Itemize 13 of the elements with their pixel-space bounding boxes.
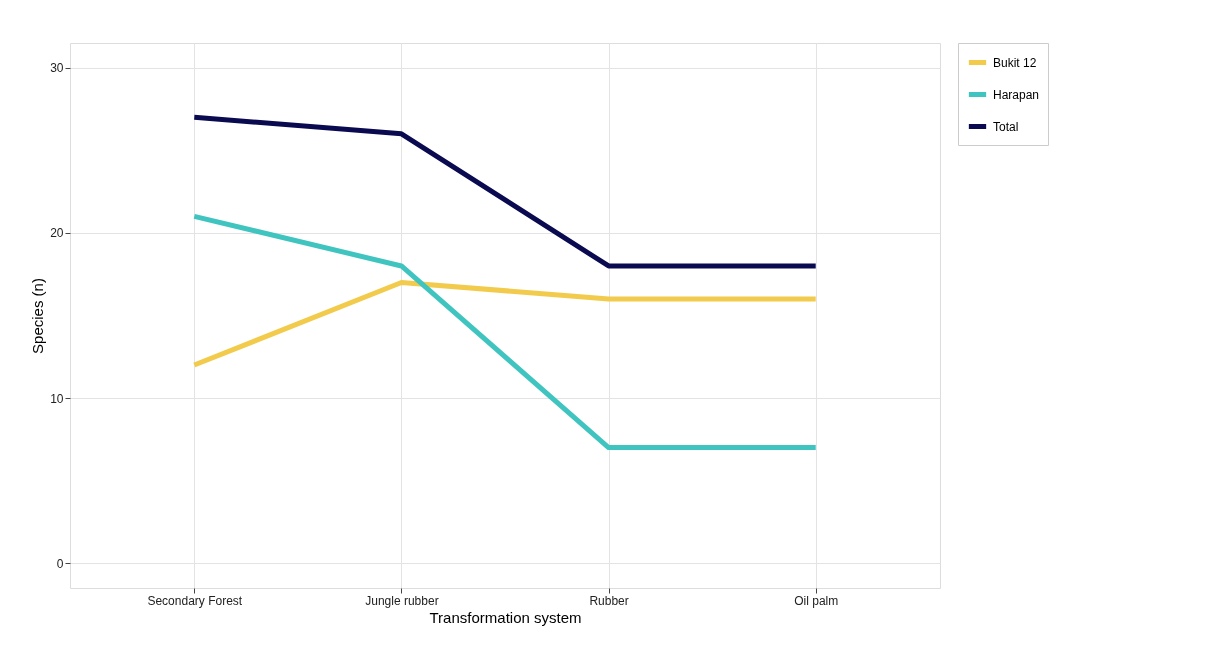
x-tick-label: Jungle rubber — [365, 593, 439, 608]
y-axis-title: Species (n) — [29, 278, 47, 354]
x-tick-label: Rubber — [589, 593, 629, 608]
x-tick-label: Oil palm — [794, 593, 839, 608]
y-tick-label: 10 — [50, 391, 64, 406]
y-tick-label: 30 — [50, 61, 64, 76]
x-axis-title: Transformation system — [429, 608, 582, 626]
x-tick-label: Secondary Forest — [147, 593, 243, 608]
legend-label: Harapan — [993, 87, 1040, 102]
legend-label: Total — [993, 119, 1019, 134]
y-tick-label: 20 — [50, 226, 64, 241]
y-tick-label: 0 — [56, 556, 64, 571]
legend-label: Bukit 12 — [993, 55, 1037, 70]
